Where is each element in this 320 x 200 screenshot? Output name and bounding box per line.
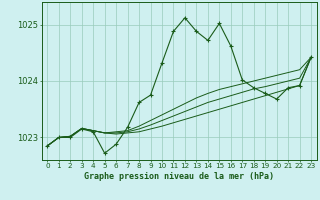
- X-axis label: Graphe pression niveau de la mer (hPa): Graphe pression niveau de la mer (hPa): [84, 172, 274, 181]
